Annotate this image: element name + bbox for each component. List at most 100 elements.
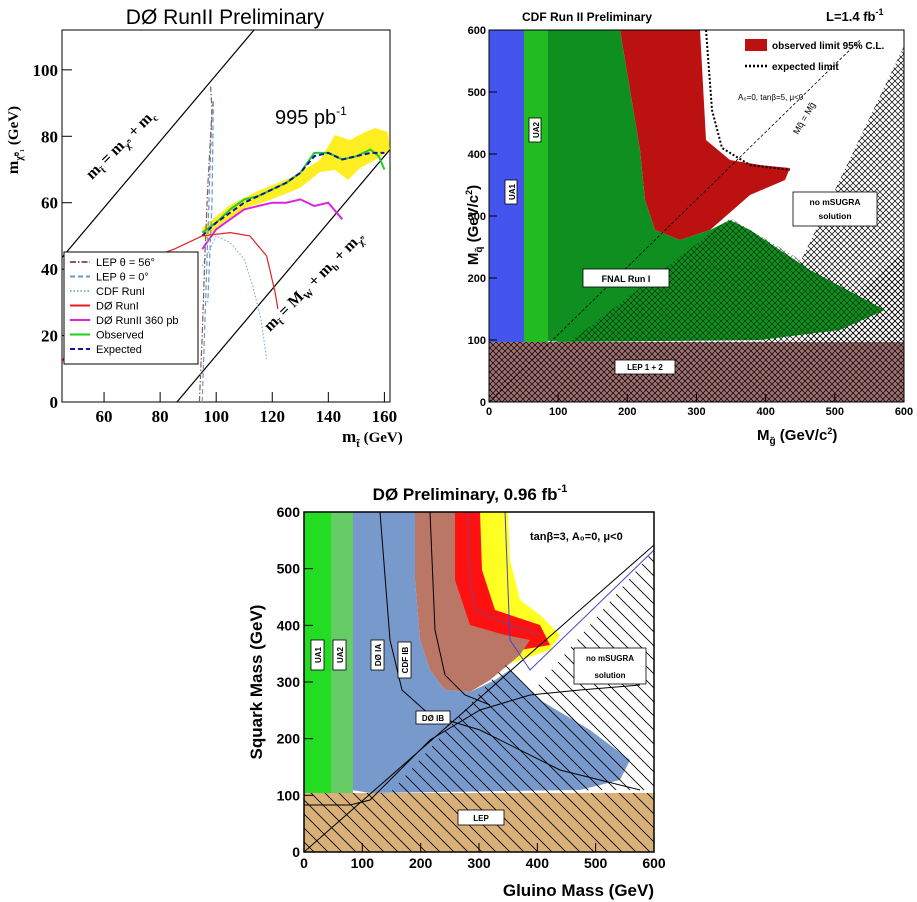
chart1-axes: 60 80 100 120 140 160 0 20 40 60 80 100 bbox=[33, 61, 398, 426]
chart3-ytick-label: 400 bbox=[277, 617, 301, 633]
chart3-params: tanβ=3, A₀=0, μ<0 bbox=[530, 531, 623, 543]
svg-text:solution: solution bbox=[594, 671, 625, 680]
svg-text:expected limit: expected limit bbox=[772, 62, 839, 73]
chart-cdf-squark-gluino: CDF Run II Preliminary L=1.4 fb-1 0 100 20… bbox=[464, 7, 914, 447]
chart1-ytick-label: 80 bbox=[41, 127, 58, 146]
chart2-params: A₀=0, tanβ=5, μ<0 bbox=[738, 93, 804, 102]
chart1-line-lower bbox=[176, 149, 390, 402]
svg-text:solution: solution bbox=[818, 211, 851, 221]
chart3-xtick-label: 500 bbox=[584, 855, 608, 871]
chart2-lumi: L=1.4 fb-1 bbox=[826, 7, 884, 24]
svg-text:no mSUGRA: no mSUGRA bbox=[586, 654, 634, 663]
svg-text:Squark Mass (GeV): Squark Mass (GeV) bbox=[247, 605, 266, 760]
chart3-label-cdfib: CDF IB bbox=[397, 641, 412, 679]
chart1-xtick-label: 80 bbox=[152, 407, 169, 426]
svg-text:no mSUGRA: no mSUGRA bbox=[810, 197, 861, 207]
chart3-blue-line bbox=[504, 512, 654, 671]
chart2-ytick-label: 300 bbox=[468, 211, 486, 223]
svg-text:FNAL Run I: FNAL Run I bbox=[602, 274, 651, 284]
chart3-label-ua2: UA2 bbox=[332, 639, 347, 671]
chart1-annotation: 995 pb-1 bbox=[275, 104, 347, 129]
svg-text:CDF IB: CDF IB bbox=[401, 646, 410, 673]
chart2-ylabel: Mq̃ (GeV/c2) bbox=[464, 185, 485, 265]
chart1-legend-label: DØ RunII 360 pb bbox=[96, 315, 179, 327]
chart3-ylabel: Squark Mass (GeV) bbox=[247, 605, 266, 760]
chart2-xtick-label: 200 bbox=[618, 406, 636, 418]
chart3-xtick-label: 200 bbox=[409, 855, 433, 871]
chart2-xtick-label: 400 bbox=[756, 406, 774, 418]
chart2-label-fnal: FNAL Run I bbox=[582, 268, 670, 288]
chart1-legend-label: Observed bbox=[96, 330, 144, 342]
svg-text:LEP 1 + 2: LEP 1 + 2 bbox=[627, 363, 663, 372]
chart1-legend-label: Expected bbox=[96, 344, 142, 356]
chart1-line-upper bbox=[62, 30, 255, 258]
chart1-series-line bbox=[201, 235, 268, 359]
chart3-ytick-label: 200 bbox=[277, 731, 301, 747]
chart3-title: DØ Preliminary, 0.96 fb-1 bbox=[373, 483, 568, 504]
chart3-ytick-label: 100 bbox=[277, 787, 301, 803]
chart1-series-line bbox=[201, 148, 386, 234]
chart1-title: DØ RunII Preliminary bbox=[126, 6, 325, 29]
chart3-diagonal bbox=[304, 544, 654, 852]
chart1-ytick-label: 100 bbox=[33, 61, 59, 80]
chart2-label-lep: LEP 1 + 2 bbox=[614, 359, 676, 375]
chart2-ytick-label: 200 bbox=[468, 273, 486, 285]
chart3-xtick-label: 100 bbox=[351, 855, 375, 871]
chart1-legend-label: LEP θ = 0° bbox=[96, 272, 149, 284]
chart2-xtick-label: 600 bbox=[895, 406, 913, 418]
chart2-region-observed bbox=[620, 30, 790, 240]
chart3-xtick-label: 0 bbox=[300, 855, 308, 871]
chart1-xtick-label: 60 bbox=[96, 407, 113, 426]
chart1-ylabel: mχ̃⁰₁ (GeV) bbox=[5, 106, 25, 174]
chart3-ytick-label: 0 bbox=[292, 844, 300, 860]
chart1-legend-label: DØ RunI bbox=[96, 301, 139, 313]
svg-text:UA1: UA1 bbox=[314, 646, 323, 663]
chart1-expected-band bbox=[202, 128, 390, 240]
chart2-title: CDF Run II Preliminary bbox=[522, 10, 652, 24]
chart1-kinematic-lines bbox=[62, 30, 390, 402]
chart1-legend-label: LEP θ = 56° bbox=[96, 257, 155, 269]
chart1-series-line bbox=[201, 198, 344, 250]
svg-text:mχ̃⁰₁ (GeV): mχ̃⁰₁ (GeV) bbox=[5, 106, 25, 174]
chart1-legend-label: CDF RunI bbox=[96, 286, 145, 298]
chart3-ytick-label: 300 bbox=[277, 674, 301, 690]
chart2-ytick-label: 100 bbox=[468, 335, 486, 347]
chart3-xtick-label: 400 bbox=[526, 855, 550, 871]
chart-d0-squark-gluino: DØ Preliminary, 0.96 fb-1 0 100 200 300 400 5… bbox=[247, 483, 666, 900]
chart1-ytick-label: 0 bbox=[50, 393, 59, 412]
chart1-ytick-label: 60 bbox=[41, 194, 58, 213]
chart1-ytick-label: 40 bbox=[41, 260, 58, 279]
chart1-xtick-label: 100 bbox=[203, 407, 229, 426]
chart2-xtick-label: 100 bbox=[549, 406, 567, 418]
chart2-region-ua2 bbox=[524, 30, 548, 342]
chart3-label-d0ia: DØ IA bbox=[370, 639, 385, 671]
chart3-ytick-label: 500 bbox=[277, 561, 301, 577]
chart2-xtick-label: 0 bbox=[486, 406, 492, 418]
chart1-series-line bbox=[198, 86, 213, 402]
svg-text:DØ IB: DØ IB bbox=[422, 714, 444, 723]
chart2-label-ua1: UA1 bbox=[504, 179, 518, 205]
svg-text:observed limit 95% C.L.: observed limit 95% C.L. bbox=[772, 41, 884, 52]
chart3-xtick-label: 600 bbox=[642, 855, 666, 871]
chart3-xlabel: Gluino Mass (GeV) bbox=[503, 881, 654, 900]
chart-stop-neutralino: DØ RunII Preliminary 60 80 100 120 140 160 0 20… bbox=[5, 6, 403, 450]
chart2-region-fnal-hatch bbox=[570, 218, 885, 342]
chart2-axes: 0 100 200 300 400 500 600 0 100 200 300 400 500 600 bbox=[468, 25, 914, 418]
chart2-ytick-label: 400 bbox=[468, 149, 486, 161]
chart3-label-d0ib: DØ IB bbox=[415, 710, 451, 725]
chart2-xlabel: Mg̃ (GeV/c2) bbox=[757, 426, 837, 447]
chart2-label-nomsugra: no mSUGRA solution bbox=[792, 191, 878, 227]
chart2-legend: observed limit 95% C.L. expected limit bbox=[745, 39, 884, 73]
svg-text:UA1: UA1 bbox=[508, 183, 517, 200]
chart3-d0ib-line bbox=[429, 512, 491, 706]
chart1-series-line bbox=[201, 99, 214, 402]
chart2-expected-line bbox=[705, 30, 791, 171]
chart2-ytick-label: 500 bbox=[468, 87, 486, 99]
chart2-diagonal bbox=[489, 39, 861, 402]
chart1-legend: LEP θ = 56° LEP θ = 0° CDF RunI DØ RunI DØ R… bbox=[63, 251, 199, 365]
chart2-region-lep-hatch bbox=[489, 342, 904, 402]
chart1-xtick-label: 140 bbox=[316, 407, 342, 426]
chart3-region-d0ib bbox=[415, 512, 530, 692]
chart1-series-group bbox=[62, 86, 386, 402]
chart3-ytick-label: 600 bbox=[277, 504, 301, 520]
